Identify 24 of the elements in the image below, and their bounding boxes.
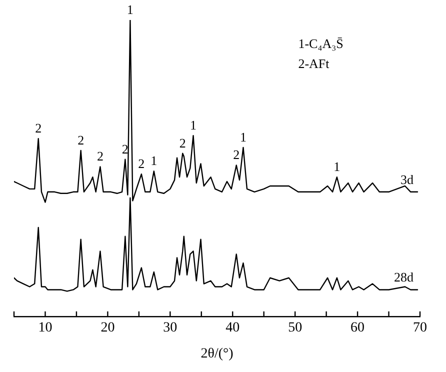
annotation: 2 xyxy=(179,135,186,150)
annotation: 1 xyxy=(150,153,158,168)
annotation: 1-C₄A₃S̄ xyxy=(298,36,344,51)
annotation: 2 xyxy=(233,147,240,162)
x-axis-title: 2θ/(°) xyxy=(200,346,234,362)
annotation: 2-AFt xyxy=(298,56,330,71)
x-tick-label: 50 xyxy=(288,320,302,336)
x-tick-label: 40 xyxy=(226,320,240,336)
annotation: 2 xyxy=(96,148,104,164)
annotation: 1 xyxy=(126,2,134,17)
annotation: 1 xyxy=(334,159,340,174)
series-label: 3d xyxy=(400,172,414,187)
series-label: 28d xyxy=(394,270,414,285)
x-tick-label: 70 xyxy=(413,320,427,336)
annotation: 2 xyxy=(122,141,128,156)
annotation: 1 xyxy=(240,129,246,144)
annotation: 2 xyxy=(138,156,145,172)
x-tick-label: 10 xyxy=(38,320,52,336)
x-tick-label: 30 xyxy=(163,320,178,336)
annotation: 2 xyxy=(78,132,84,148)
annotation: 2 xyxy=(35,120,42,136)
x-tick-label: 60 xyxy=(350,320,365,336)
x-tick-label: 20 xyxy=(100,320,115,336)
annotation: 1 xyxy=(190,118,197,133)
